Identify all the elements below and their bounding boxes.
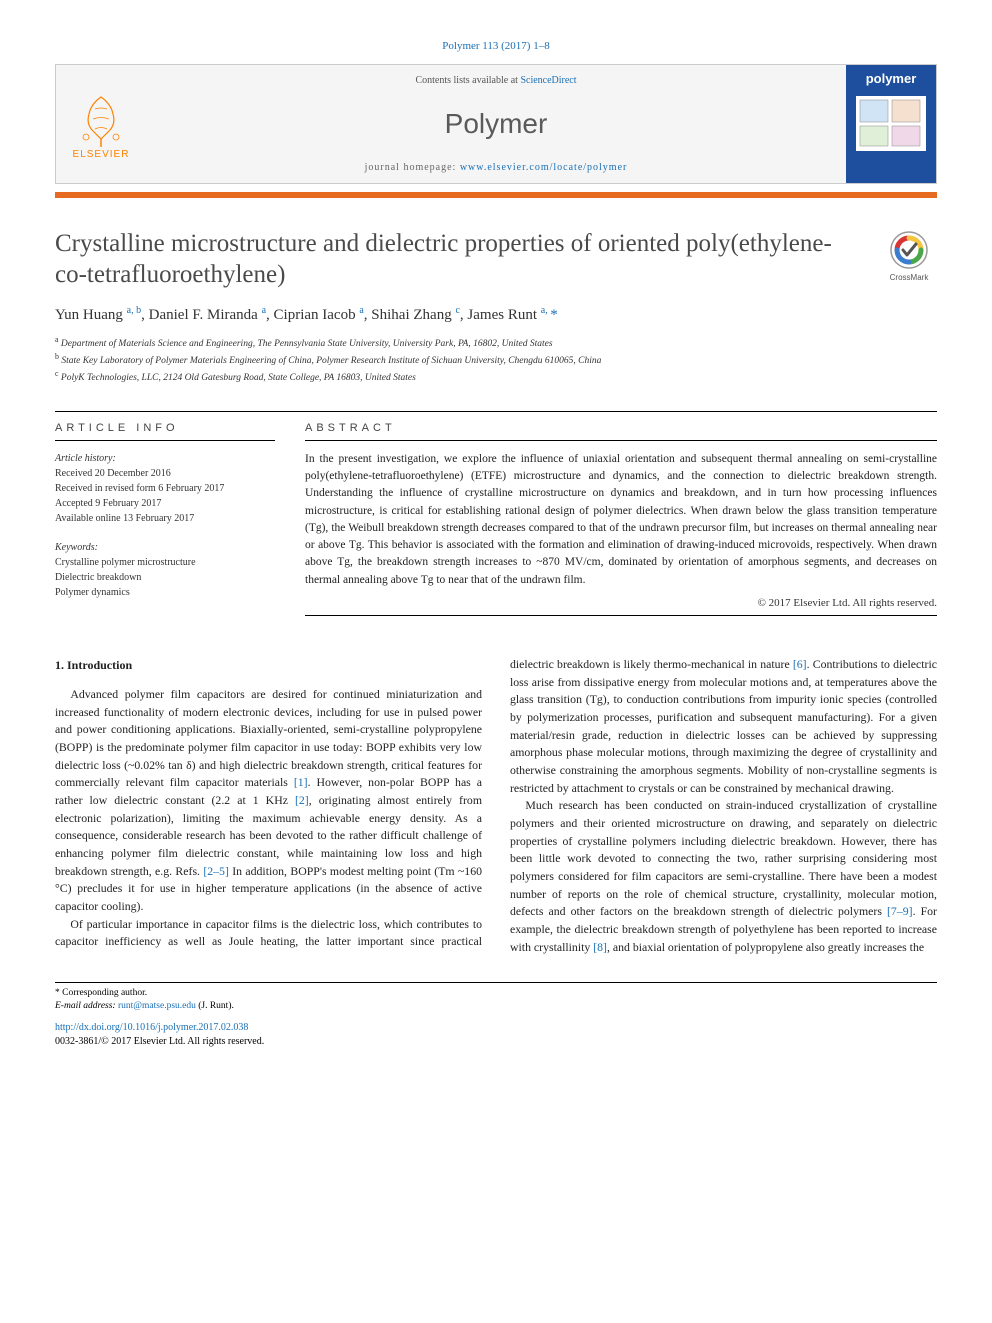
journal-name: Polymer [146, 108, 846, 140]
abstract-copyright: © 2017 Elsevier Ltd. All rights reserved… [305, 597, 937, 609]
email-suffix: (J. Runt). [196, 1001, 234, 1011]
email-link[interactable]: runt@matse.psu.edu [118, 1001, 196, 1011]
affiliation-line: b State Key Laboratory of Polymer Materi… [55, 351, 937, 368]
keywords-list: Crystalline polymer microstructureDielec… [55, 555, 275, 600]
email-line: E-mail address: runt@matse.psu.edu (J. R… [55, 1000, 937, 1013]
corresponding-author: * Corresponding author. [55, 987, 937, 1000]
email-label: E-mail address: [55, 1001, 118, 1011]
article-body: 1. Introduction Advanced polymer film ca… [55, 656, 937, 957]
history-label: Article history: [55, 453, 116, 464]
abstract-column: ABSTRACT In the present investigation, w… [305, 412, 937, 616]
author-list: Yun Huang a, b, Daniel F. Miranda a, Cip… [55, 305, 937, 324]
issn-copyright: 0032-3861/© 2017 Elsevier Ltd. All right… [55, 1036, 264, 1047]
received-date: Received 20 December 2016 [55, 468, 171, 479]
elsevier-tree-icon [71, 89, 131, 149]
cover-label: polymer [866, 71, 917, 86]
keyword: Dielectric breakdown [55, 570, 275, 585]
accepted-date: Accepted 9 February 2017 [55, 498, 161, 509]
contents-line: Contents lists available at ScienceDirec… [146, 75, 846, 86]
body-paragraph: Advanced polymer film capacitors are des… [55, 686, 482, 916]
article-info-heading: ARTICLE INFO [55, 412, 275, 441]
homepage-link[interactable]: www.elsevier.com/locate/polymer [460, 162, 628, 173]
article-history: Article history: Received 20 December 20… [55, 451, 275, 600]
keywords-label: Keywords: [55, 540, 275, 555]
journal-header: ELSEVIER Contents lists available at Sci… [55, 64, 937, 184]
keyword: Crystalline polymer microstructure [55, 555, 275, 570]
keyword: Polymer dynamics [55, 585, 275, 600]
elsevier-logo[interactable]: ELSEVIER [56, 65, 146, 183]
homepage-prefix: journal homepage: [365, 162, 460, 173]
doi-block: http://dx.doi.org/10.1016/j.polymer.2017… [55, 1021, 937, 1049]
page-footer: * Corresponding author. E-mail address: … [55, 982, 937, 1050]
homepage-line: journal homepage: www.elsevier.com/locat… [146, 162, 846, 173]
abstract-divider [305, 615, 937, 616]
revised-date: Received in revised form 6 February 2017 [55, 483, 224, 494]
crossmark-icon[interactable]: CrossMark [881, 228, 937, 284]
article-info-column: ARTICLE INFO Article history: Received 2… [55, 412, 275, 616]
contents-prefix: Contents lists available at [415, 75, 520, 86]
divider-bar [55, 192, 937, 198]
abstract-text: In the present investigation, we explore… [305, 451, 937, 589]
header-center: Contents lists available at ScienceDirec… [146, 65, 846, 183]
cover-thumbnail [856, 96, 926, 151]
section-heading-intro: 1. Introduction [55, 656, 482, 674]
abstract-heading: ABSTRACT [305, 412, 937, 441]
affiliation-line: a Department of Materials Science and En… [55, 334, 937, 351]
affiliations: a Department of Materials Science and En… [55, 334, 937, 386]
affiliation-line: c PolyK Technologies, LLC, 2124 Old Gate… [55, 368, 937, 385]
elsevier-label: ELSEVIER [73, 149, 130, 160]
sciencedirect-link[interactable]: ScienceDirect [520, 75, 576, 86]
online-date: Available online 13 February 2017 [55, 513, 194, 524]
journal-cover[interactable]: polymer [846, 65, 936, 183]
body-paragraph: Much research has been conducted on stra… [510, 797, 937, 956]
crossmark-label: CrossMark [890, 273, 930, 282]
article-title: Crystalline microstructure and dielectri… [55, 228, 861, 291]
doi-link[interactable]: http://dx.doi.org/10.1016/j.polymer.2017… [55, 1022, 248, 1033]
citation-line: Polymer 113 (2017) 1–8 [55, 40, 937, 52]
